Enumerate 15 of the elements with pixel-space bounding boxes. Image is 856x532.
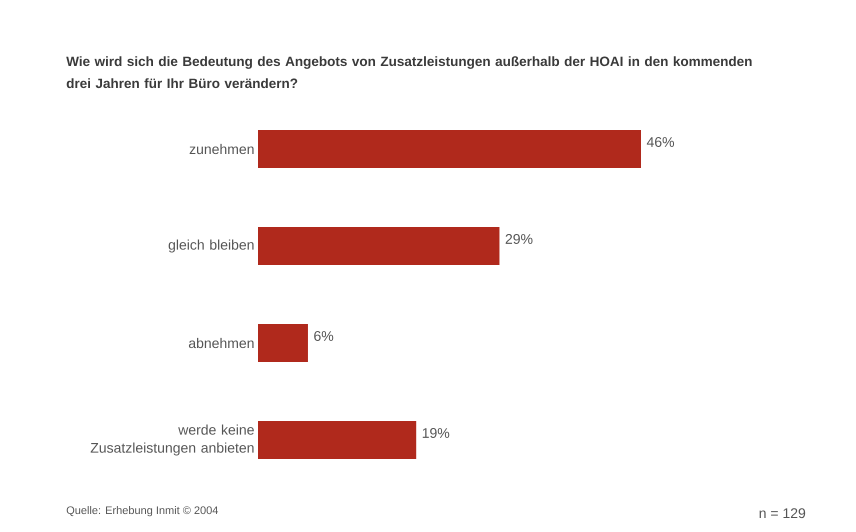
bar <box>258 130 642 168</box>
data-label: 6% <box>314 331 334 341</box>
bar <box>258 324 308 362</box>
y-tick-label: gleich bleiben <box>168 239 254 253</box>
bar <box>258 227 500 266</box>
source-note: Quelle: Erhebung Inmit © 2004 <box>66 506 218 516</box>
data-label: 19% <box>422 428 450 438</box>
y-tick-label: werde keine Zusatzleistungen anbieten <box>90 424 254 456</box>
y-tick-label: abnehmen <box>188 338 254 348</box>
data-label: 46% <box>646 137 674 147</box>
data-label: 29% <box>506 234 532 244</box>
text: n = 129 <box>760 508 806 518</box>
y-tick-label: zunehmen <box>190 144 254 154</box>
bar <box>258 421 416 460</box>
chart-title: Wie wird sich die Bedeutung des Angebots von Zusatzleistungen außerhalb der HOAI in den kommenden drei Jahren für Ihr Büro verändern? <box>66 56 752 88</box>
